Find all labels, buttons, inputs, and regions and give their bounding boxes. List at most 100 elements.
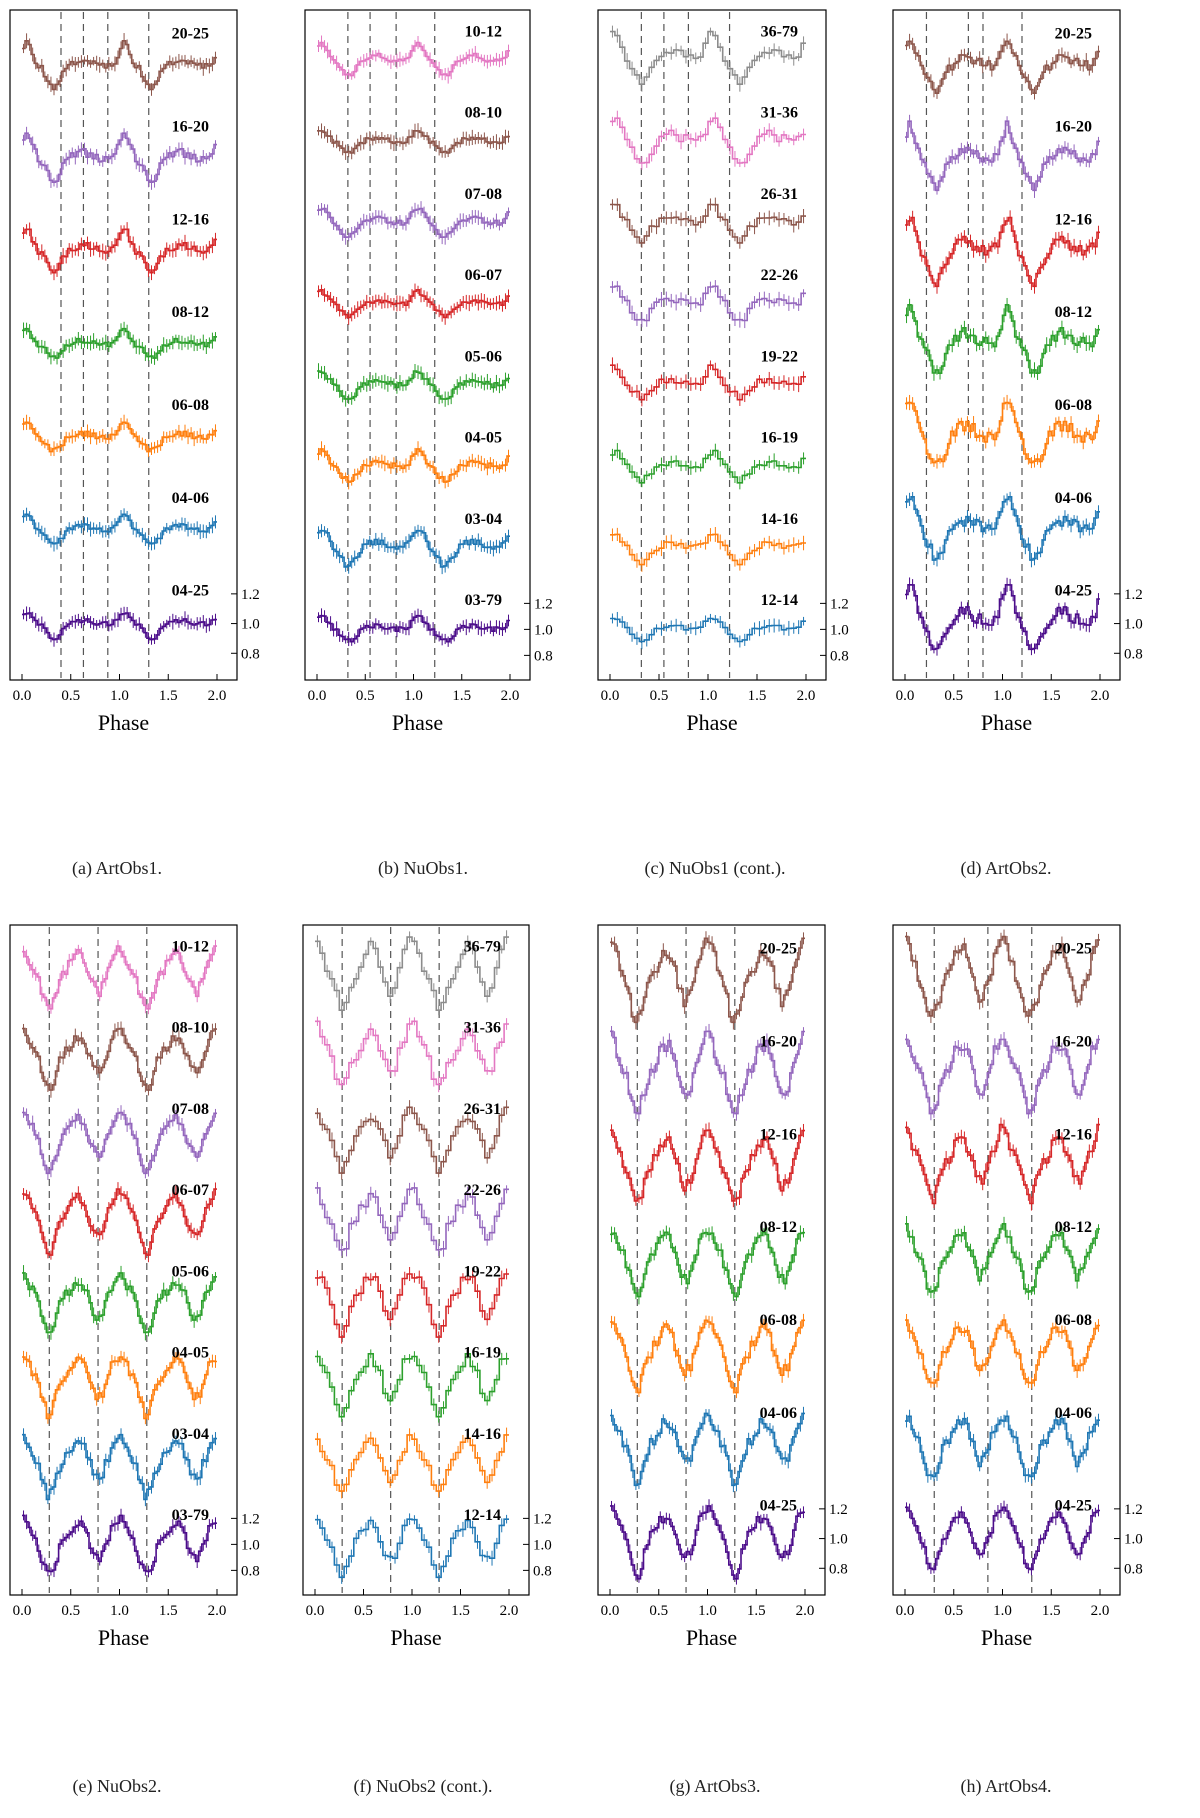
series-line-03-04 bbox=[22, 1433, 217, 1501]
x-axis-title: Phase bbox=[98, 710, 149, 735]
band-label: 06-08 bbox=[172, 397, 209, 414]
band-label: 03-04 bbox=[465, 511, 502, 528]
band-label: 06-08 bbox=[1055, 397, 1092, 414]
band-label: 19-22 bbox=[761, 348, 798, 365]
y-tick-label: 0.8 bbox=[534, 648, 553, 664]
x-tick-label: 1.0 bbox=[403, 1603, 422, 1619]
series-line-08-12 bbox=[905, 304, 1100, 374]
series-line-26-31 bbox=[610, 203, 806, 244]
y-tick-label: 0.8 bbox=[1124, 1561, 1143, 1577]
x-tick-label: 1.5 bbox=[748, 688, 767, 704]
band-label: 04-05 bbox=[172, 1345, 209, 1362]
band-label: 08-12 bbox=[1055, 1219, 1092, 1236]
y-tick-label: 1.2 bbox=[533, 1511, 552, 1527]
x-axis-title: Phase bbox=[686, 1625, 737, 1650]
x-tick-label: 1.5 bbox=[1042, 1603, 1061, 1619]
x-axis-title: Phase bbox=[981, 710, 1032, 735]
y-tick-label: 1.2 bbox=[1124, 1502, 1143, 1518]
series-line-12-14 bbox=[315, 1518, 509, 1579]
band-label: 06-07 bbox=[172, 1182, 209, 1199]
series-line-06-08 bbox=[610, 1319, 805, 1394]
y-tick-label: 1.2 bbox=[241, 587, 260, 603]
y-tick-label: 0.8 bbox=[241, 646, 260, 662]
band-label: 26-31 bbox=[761, 186, 798, 203]
series-line-16-20 bbox=[610, 1030, 805, 1115]
series-line-04-06 bbox=[905, 496, 1100, 561]
band-label: 20-25 bbox=[760, 941, 797, 958]
y-tick-label: 0.8 bbox=[829, 1561, 848, 1577]
series-line-16-20 bbox=[22, 132, 217, 183]
series-line-04-25 bbox=[610, 1505, 805, 1580]
panel-4: 03-79 1.2 1.0 0.8 03-04 04-05 05-06 06-07 07-08 0… bbox=[9, 924, 260, 1650]
x-tick-label: 2.0 bbox=[501, 688, 520, 704]
series-line-36-79 bbox=[315, 936, 509, 1011]
y-tick-label: 1.0 bbox=[1124, 617, 1143, 633]
panel-frame bbox=[597, 9, 827, 681]
x-tick-label: 0.0 bbox=[306, 1603, 325, 1619]
panel-5: 12-14 1.2 1.0 0.8 14-16 16-19 19-22 22-26 26-31 3… bbox=[302, 924, 552, 1650]
band-label: 12-16 bbox=[1055, 211, 1092, 228]
band-label: 06-07 bbox=[465, 267, 502, 284]
band-label: 12-16 bbox=[172, 211, 209, 228]
x-tick-label: 0.0 bbox=[13, 688, 32, 704]
band-label: 16-19 bbox=[761, 430, 798, 447]
x-tick-label: 0.5 bbox=[354, 1603, 373, 1619]
x-tick-label: 1.0 bbox=[698, 1603, 717, 1619]
x-tick-label: 0.0 bbox=[308, 688, 327, 704]
series-line-04-05 bbox=[317, 448, 510, 483]
band-label: 08-10 bbox=[465, 105, 502, 122]
x-axis-title: Phase bbox=[390, 1625, 441, 1650]
caption-e: (e) NuObs2. bbox=[72, 1776, 162, 1796]
x-tick-label: 0.5 bbox=[944, 688, 963, 704]
x-tick-label: 2.0 bbox=[1091, 688, 1110, 704]
series-line-03-04 bbox=[317, 529, 510, 568]
panel-frame bbox=[302, 924, 530, 1596]
series-line-12-16 bbox=[22, 228, 217, 274]
y-tick-label: 1.0 bbox=[533, 1537, 552, 1553]
series-line-20-25 bbox=[22, 40, 217, 91]
band-label: 12-16 bbox=[1055, 1126, 1092, 1143]
band-label: 16-20 bbox=[172, 118, 209, 135]
y-tick-label: 1.0 bbox=[830, 622, 849, 638]
band-label: 03-79 bbox=[465, 592, 502, 609]
band-label: 12-14 bbox=[464, 1507, 501, 1524]
x-tick-label: 0.5 bbox=[650, 688, 669, 704]
band-label: 03-79 bbox=[172, 1507, 209, 1524]
band-label: 16-19 bbox=[464, 1345, 501, 1362]
band-label: 04-25 bbox=[760, 1498, 797, 1515]
series-line-12-16 bbox=[905, 1123, 1100, 1205]
series-line-07-08 bbox=[22, 1111, 217, 1175]
y-tick-label: 0.8 bbox=[1124, 646, 1143, 662]
band-label: 14-16 bbox=[761, 511, 798, 528]
series-line-03-79 bbox=[22, 1514, 217, 1573]
series-line-20-25 bbox=[610, 937, 805, 1024]
panel-7: 04-25 1.2 1.0 0.8 04-06 06-08 08-12 12-16 16-20 2… bbox=[892, 924, 1143, 1650]
x-tick-label: 0.0 bbox=[601, 688, 620, 704]
series-line-12-16 bbox=[905, 216, 1100, 288]
series-line-16-19 bbox=[610, 449, 806, 484]
x-tick-label: 1.0 bbox=[110, 688, 129, 704]
band-label: 31-36 bbox=[761, 105, 798, 122]
series-line-04-05 bbox=[22, 1356, 217, 1420]
y-tick-label: 1.2 bbox=[534, 596, 553, 612]
band-label: 10-12 bbox=[172, 938, 209, 955]
x-tick-label: 1.0 bbox=[404, 688, 423, 704]
series-line-22-26 bbox=[315, 1187, 509, 1251]
band-label: 26-31 bbox=[464, 1101, 501, 1118]
x-tick-label: 1.5 bbox=[1042, 688, 1061, 704]
series-line-16-20 bbox=[905, 120, 1100, 192]
band-label: 31-36 bbox=[464, 1020, 501, 1037]
caption-b: (b) NuObs1. bbox=[378, 858, 468, 878]
band-label: 07-08 bbox=[465, 186, 502, 203]
series-line-16-20 bbox=[905, 1038, 1100, 1115]
band-label: 22-26 bbox=[464, 1182, 501, 1199]
series-line-08-12 bbox=[905, 1223, 1100, 1293]
band-label: 06-08 bbox=[1055, 1312, 1092, 1329]
y-tick-label: 1.0 bbox=[534, 622, 553, 638]
band-label: 36-79 bbox=[464, 938, 501, 955]
series-line-05-06 bbox=[22, 1272, 217, 1334]
band-label: 04-06 bbox=[172, 490, 209, 507]
panel-2: 12-14 1.2 1.0 0.8 14-16 16-19 19-22 22-26 26-31 3… bbox=[597, 9, 849, 735]
series-line-14-16 bbox=[610, 533, 806, 566]
